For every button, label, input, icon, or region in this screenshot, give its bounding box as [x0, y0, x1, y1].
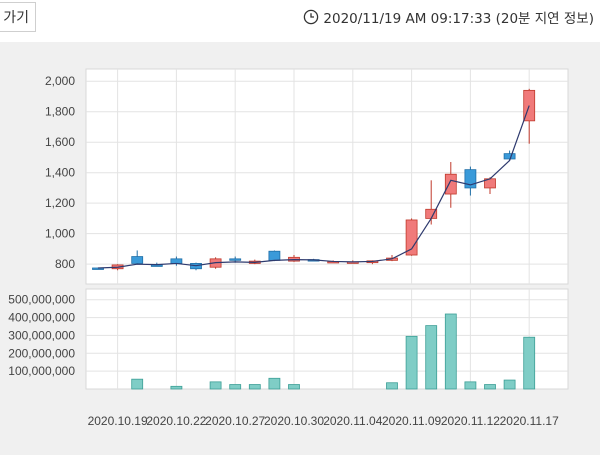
candle-body — [229, 258, 242, 261]
timestamp: 2020/11/19 AM 09:17:33 (20분 지연 정보) — [303, 7, 594, 27]
x-tick-label: 2020.11.17 — [500, 414, 559, 428]
x-axis-ticks: 2020.10.192020.10.222020.10.272020.10.30… — [88, 414, 560, 428]
timestamp-text: 2020/11/19 AM 09:17:33 (20분 지연 정보) — [323, 11, 594, 27]
volume-tick-label: 200,000,000 — [8, 346, 75, 360]
volume-bar — [523, 336, 536, 390]
clock-icon — [303, 9, 319, 25]
candle-body — [464, 169, 477, 189]
candle-body — [444, 173, 457, 195]
x-tick-label: 2020.10.27 — [205, 414, 265, 428]
x-tick-label: 2020.10.22 — [146, 414, 206, 428]
candle — [268, 250, 281, 262]
volume-tick-label: 100,000,000 — [8, 364, 75, 378]
price-axis-ticks: 800 1,000 1,200 1,400 1,600 1,800 2,000 — [45, 74, 75, 271]
volume-bar — [131, 378, 144, 390]
volume-grid — [85, 288, 569, 390]
x-tick-label: 2020.11.12 — [441, 414, 500, 428]
volume-bar — [405, 335, 418, 390]
volume-axis-ticks: 100,000,000 200,000,000 300,000,000 400,000… — [8, 293, 75, 378]
candle-body — [268, 250, 281, 261]
volume-bar — [484, 384, 496, 390]
price-tick-label: 2,000 — [45, 74, 75, 88]
candle — [444, 162, 457, 208]
x-tick-label: 2020.11.09 — [382, 414, 441, 428]
candle-body — [92, 267, 104, 270]
volume-bar — [386, 382, 398, 390]
moving-average-line — [97, 105, 530, 269]
x-tick-label: 2020.10.19 — [88, 414, 148, 428]
price-tick-label: 1,200 — [45, 196, 75, 210]
candle — [131, 250, 144, 265]
volume-tick-label: 300,000,000 — [8, 328, 75, 342]
x-tick-label: 2020.11.04 — [323, 414, 382, 428]
volume-bar — [170, 385, 183, 390]
candle — [190, 262, 202, 271]
candle-body — [405, 219, 418, 256]
candle-body — [503, 153, 516, 160]
candle — [405, 218, 418, 256]
price-tick-label: 1,600 — [45, 135, 75, 149]
candle-body — [170, 258, 183, 264]
volume-plot-area — [85, 288, 569, 390]
back-button-label: 가기 — [3, 10, 29, 26]
volume-bar — [209, 381, 222, 390]
volume-bars — [131, 313, 536, 390]
x-tick-label: 2020.10.30 — [264, 414, 324, 428]
volume-bar — [268, 377, 281, 390]
moving-average — [97, 105, 530, 269]
price-tick-label: 1,400 — [45, 166, 75, 180]
candle — [464, 166, 477, 196]
volume-tick-label: 400,000,000 — [8, 311, 75, 325]
volume-bar — [503, 379, 516, 390]
volume-bar — [425, 325, 438, 390]
volume-bar — [464, 381, 477, 390]
volume-bar — [248, 384, 261, 390]
price-plot-area — [85, 68, 569, 285]
stock-chart: 800 1,000 1,200 1,400 1,600 1,800 2,000 100,00… — [8, 68, 569, 428]
candle-body — [131, 256, 144, 264]
volume-bar — [229, 384, 242, 390]
price-tick-label: 1,800 — [45, 105, 75, 119]
chart-panel: 800 1,000 1,200 1,400 1,600 1,800 2,000 100,00… — [0, 42, 600, 455]
volume-bar — [444, 313, 457, 390]
price-tick-label: 800 — [55, 257, 75, 271]
volume-tick-label: 500,000,000 — [8, 293, 75, 307]
price-grid — [85, 68, 569, 285]
volume-bar — [288, 384, 300, 390]
back-button[interactable]: 가기 — [0, 2, 36, 32]
price-tick-label: 1,000 — [45, 227, 75, 241]
